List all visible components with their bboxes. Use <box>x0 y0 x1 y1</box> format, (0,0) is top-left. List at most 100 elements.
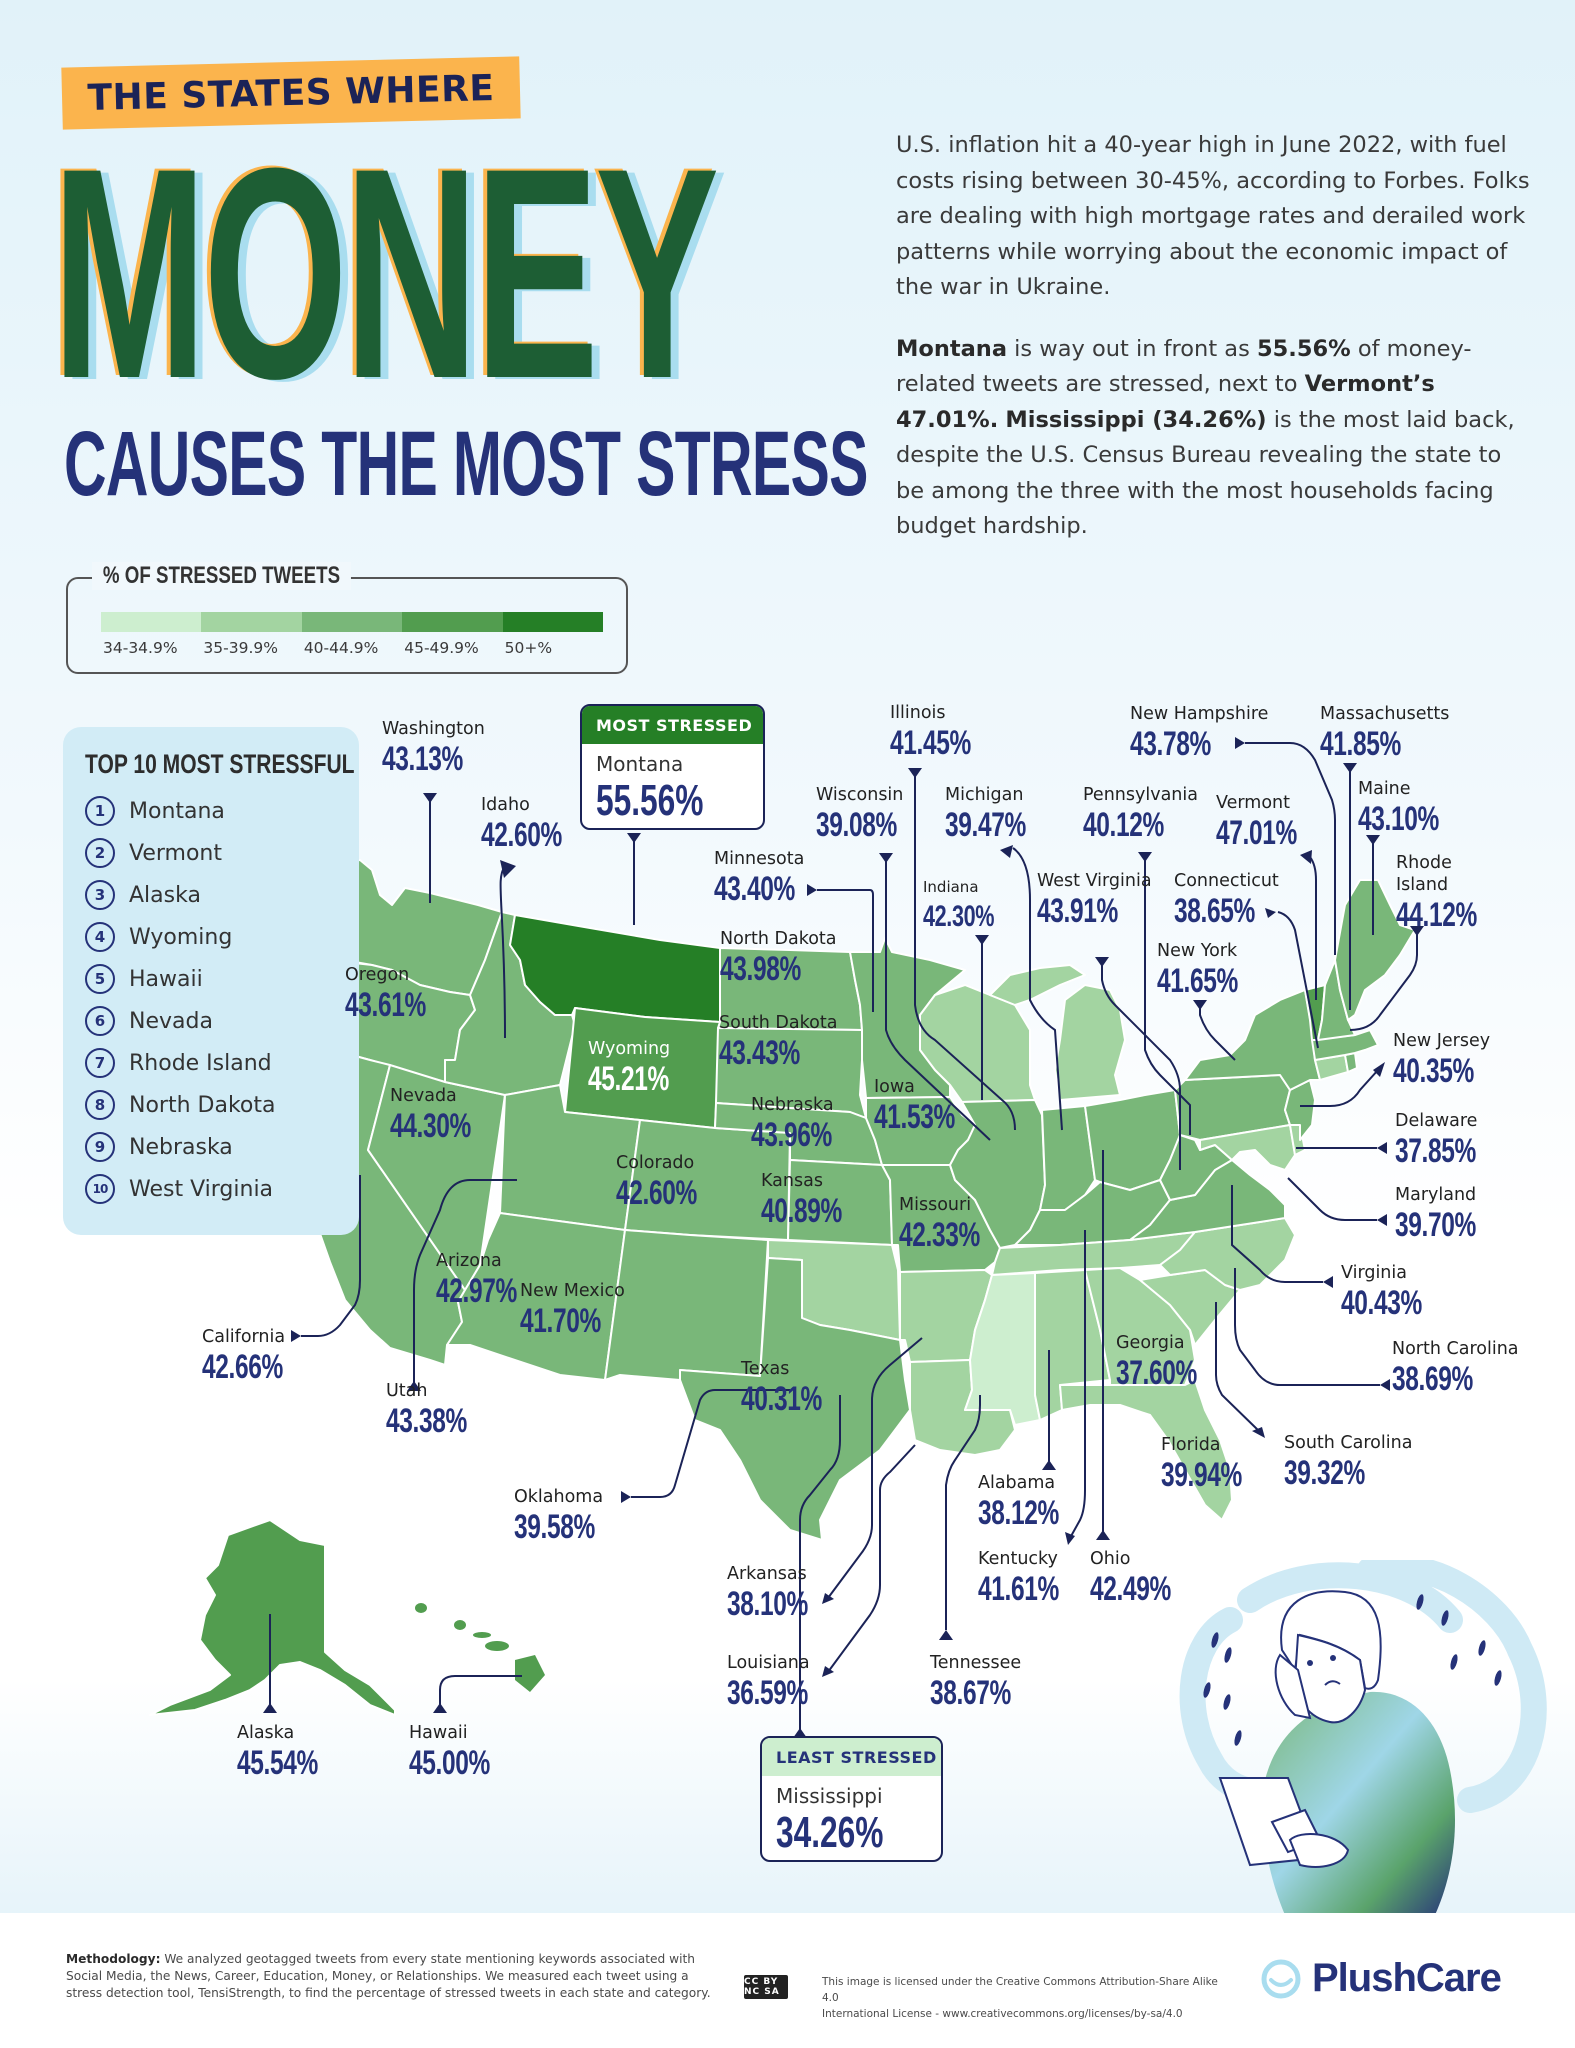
state-value: 43.91% <box>1037 892 1118 930</box>
label-louisiana: Louisiana 36.59% <box>727 1652 839 1712</box>
state-massachusetts[interactable] <box>1311 1029 1379 1061</box>
label-kansas: Kansas 40.89% <box>761 1170 873 1230</box>
state-value: 42.97% <box>436 1272 517 1310</box>
state-michigan[interactable] <box>1054 984 1126 1101</box>
state-name: Louisiana <box>727 1653 810 1673</box>
state-name: Pennsylvania <box>1083 785 1198 805</box>
top10-panel: TOP 10 MOST STRESSFUL 1 Montana 2 Vermont … <box>63 727 359 1235</box>
top10-item: 1 Montana <box>85 790 359 832</box>
state-alaska[interactable] <box>149 1519 396 1716</box>
state-value: 40.43% <box>1341 1284 1422 1322</box>
label-minnesota: Minnesota 43.40% <box>714 848 826 908</box>
label-washington: Washington 43.13% <box>382 718 494 778</box>
state-value: 44.12% <box>1396 896 1477 934</box>
state-value: 39.47% <box>945 806 1026 844</box>
plushcare-logo-icon <box>1261 1959 1301 1998</box>
state-name: Arkansas <box>727 1564 807 1584</box>
state-value: 43.96% <box>751 1116 832 1154</box>
state-name: Vermont <box>1216 793 1290 813</box>
rank-badge: 2 <box>85 838 115 868</box>
state-value: 43.13% <box>382 740 463 778</box>
label-idaho: Idaho 42.60% <box>481 794 593 854</box>
state-value: 39.58% <box>514 1508 595 1546</box>
label-wyoming: Wyoming 45.21% <box>588 1038 700 1098</box>
sweat-drops <box>1203 1594 1502 1746</box>
state-value: 43.10% <box>1358 800 1439 838</box>
intro-text: U.S. inflation hit a 40-year high in Jun… <box>896 128 1536 571</box>
state-value: 42.49% <box>1090 1570 1171 1608</box>
top10-state: Rhode Island <box>129 1050 272 1076</box>
holding-hand <box>1288 1833 1350 1868</box>
label-tennessee: Tennessee 38.67% <box>930 1652 1042 1712</box>
rank-badge: 7 <box>85 1048 115 1078</box>
label-florida: Florida 39.94% <box>1161 1434 1273 1494</box>
label-pennsylvania: Pennsylvania 40.12% <box>1083 784 1198 844</box>
state-name: Wyoming <box>588 1039 671 1059</box>
top10-state: Montana <box>129 798 225 824</box>
state-georgia[interactable] <box>1084 1267 1196 1386</box>
legend-label-2: 35-39.9% <box>203 639 278 657</box>
intro-text-span: is the most laid back, despite the U.S. … <box>896 406 1515 540</box>
state-montana[interactable] <box>509 914 721 1023</box>
state-florida[interactable] <box>1059 1379 1233 1521</box>
label-alabama: Alabama 38.12% <box>978 1472 1090 1532</box>
legend-swatch-5 <box>502 612 604 632</box>
eye-right <box>1330 1655 1336 1661</box>
state-hawaii-big-island[interactable] <box>515 1655 545 1692</box>
rank-badge: 8 <box>85 1090 115 1120</box>
rank-badge: 4 <box>85 922 115 952</box>
state-value: 41.70% <box>520 1302 601 1340</box>
label-nebraska: Nebraska 43.96% <box>751 1094 863 1154</box>
label-maine: Maine 43.10% <box>1358 778 1470 838</box>
legend-label-5: 50+% <box>504 639 553 657</box>
state-hawaii-maui <box>485 1641 509 1651</box>
state-name: California <box>202 1327 286 1347</box>
least-stressed-value: 34.26% <box>776 1808 884 1857</box>
state-name: Illinois <box>890 703 946 723</box>
state-value: 43.43% <box>719 1034 800 1072</box>
label-georgia: Georgia 37.60% <box>1116 1332 1228 1392</box>
vermont-bold: Vermont’s 47.01%. <box>896 371 1435 433</box>
license-line-1: This image is licensed under the Creativ… <box>822 1976 1218 2004</box>
headline: MONEY MONEY MONEY <box>42 121 802 425</box>
state-value: 38.69% <box>1392 1360 1473 1398</box>
label-connecticut: Connecticut 38.65% <box>1174 870 1286 930</box>
state-name: Ohio <box>1090 1549 1131 1569</box>
state-name: West Virginia <box>1037 871 1152 891</box>
intro-text-span: is way out in front as <box>1007 335 1257 362</box>
label-virginia: Virginia 40.43% <box>1341 1262 1453 1322</box>
state-value: 36.59% <box>727 1674 808 1712</box>
label-rhode-island: Rhode Island 44.12% <box>1396 852 1477 934</box>
label-missouri: Missouri 42.33% <box>899 1194 1011 1254</box>
legend-swatch-3 <box>301 612 403 632</box>
state-hawaii-oahu <box>454 1620 466 1630</box>
state-name: Minnesota <box>714 849 805 869</box>
label-oklahoma: Oklahoma 39.58% <box>514 1486 626 1546</box>
brand: PlushCare <box>1260 1956 1502 2001</box>
state-value: 40.35% <box>1393 1052 1474 1090</box>
state-value: 41.45% <box>890 724 971 762</box>
label-massachusetts: Massachusetts 41.85% <box>1320 703 1449 763</box>
rank-badge: 6 <box>85 1006 115 1036</box>
top10-item: 6 Nevada <box>85 1000 359 1042</box>
subtitle: CAUSES THE MOST STRESS <box>64 413 868 515</box>
top10-state: North Dakota <box>129 1092 276 1118</box>
state-new-york[interactable] <box>1184 989 1321 1091</box>
label-kentucky: Kentucky 41.61% <box>978 1548 1090 1608</box>
top10-state: Vermont <box>129 840 222 866</box>
state-name: Missouri <box>899 1195 972 1215</box>
state-rhode-island[interactable] <box>1344 1052 1358 1073</box>
state-name: Delaware <box>1395 1111 1478 1131</box>
state-name: Oregon <box>345 965 410 985</box>
state-name: Nebraska <box>751 1095 834 1115</box>
rank-badge: 9 <box>85 1132 115 1162</box>
state-value: 45.21% <box>588 1060 669 1098</box>
least-stressed-header: LEAST STRESSED <box>762 1738 941 1776</box>
most-stressed-body: Montana 55.56% <box>582 744 763 826</box>
state-name: Nevada <box>390 1086 457 1106</box>
label-alaska: Alaska 45.54% <box>237 1722 349 1782</box>
state-name: South Dakota <box>719 1013 838 1033</box>
state-value: 38.12% <box>978 1494 1059 1532</box>
state-name: Hawaii <box>409 1723 468 1743</box>
state-name: New Jersey <box>1393 1031 1491 1051</box>
